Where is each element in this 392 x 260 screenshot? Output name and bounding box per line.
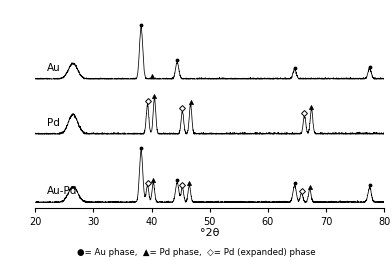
Text: Au: Au — [47, 63, 61, 73]
Text: Au-Pd: Au-Pd — [47, 186, 77, 196]
X-axis label: °2θ: °2θ — [200, 229, 220, 238]
Text: Pd: Pd — [47, 118, 60, 128]
Text: ●= Au phase,  ▲= Pd phase,  ◇= Pd (expanded) phase: ●= Au phase, ▲= Pd phase, ◇= Pd (expande… — [77, 248, 315, 257]
